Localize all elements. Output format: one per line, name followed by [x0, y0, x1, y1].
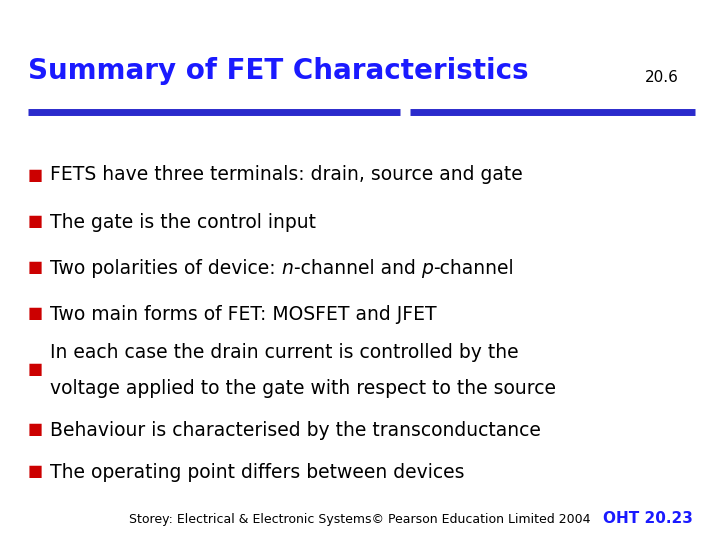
- Text: p: p: [421, 259, 433, 278]
- Text: ■: ■: [28, 214, 43, 230]
- Text: Two main forms of FET: MOSFET and JFET: Two main forms of FET: MOSFET and JFET: [50, 305, 436, 323]
- Text: Behaviour is characterised by the transconductance: Behaviour is characterised by the transc…: [50, 421, 541, 440]
- Text: Summary of FET Characteristics: Summary of FET Characteristics: [28, 57, 528, 85]
- Text: The gate is the control input: The gate is the control input: [50, 213, 316, 232]
- Text: -channel: -channel: [433, 259, 514, 278]
- Text: ■: ■: [28, 260, 43, 275]
- Text: ■: ■: [28, 307, 43, 321]
- Text: n: n: [282, 259, 294, 278]
- Text: The operating point differs between devices: The operating point differs between devi…: [50, 462, 464, 482]
- Text: ■: ■: [28, 464, 43, 480]
- Text: OHT 20.23: OHT 20.23: [603, 511, 693, 526]
- Text: In each case the drain current is controlled by the: In each case the drain current is contro…: [50, 342, 518, 361]
- Text: voltage applied to the gate with respect to the source: voltage applied to the gate with respect…: [50, 379, 556, 397]
- Text: 20.6: 20.6: [645, 70, 679, 85]
- Text: FETS have three terminals: drain, source and gate: FETS have three terminals: drain, source…: [50, 165, 523, 185]
- Text: ■: ■: [28, 167, 43, 183]
- Text: ■: ■: [28, 362, 43, 377]
- Text: Storey: Electrical & Electronic Systems© Pearson Education Limited 2004: Storey: Electrical & Electronic Systems©…: [130, 513, 590, 526]
- Text: -channel and: -channel and: [294, 259, 421, 278]
- Text: ■: ■: [28, 422, 43, 437]
- Text: Two polarities of device:: Two polarities of device:: [50, 259, 282, 278]
